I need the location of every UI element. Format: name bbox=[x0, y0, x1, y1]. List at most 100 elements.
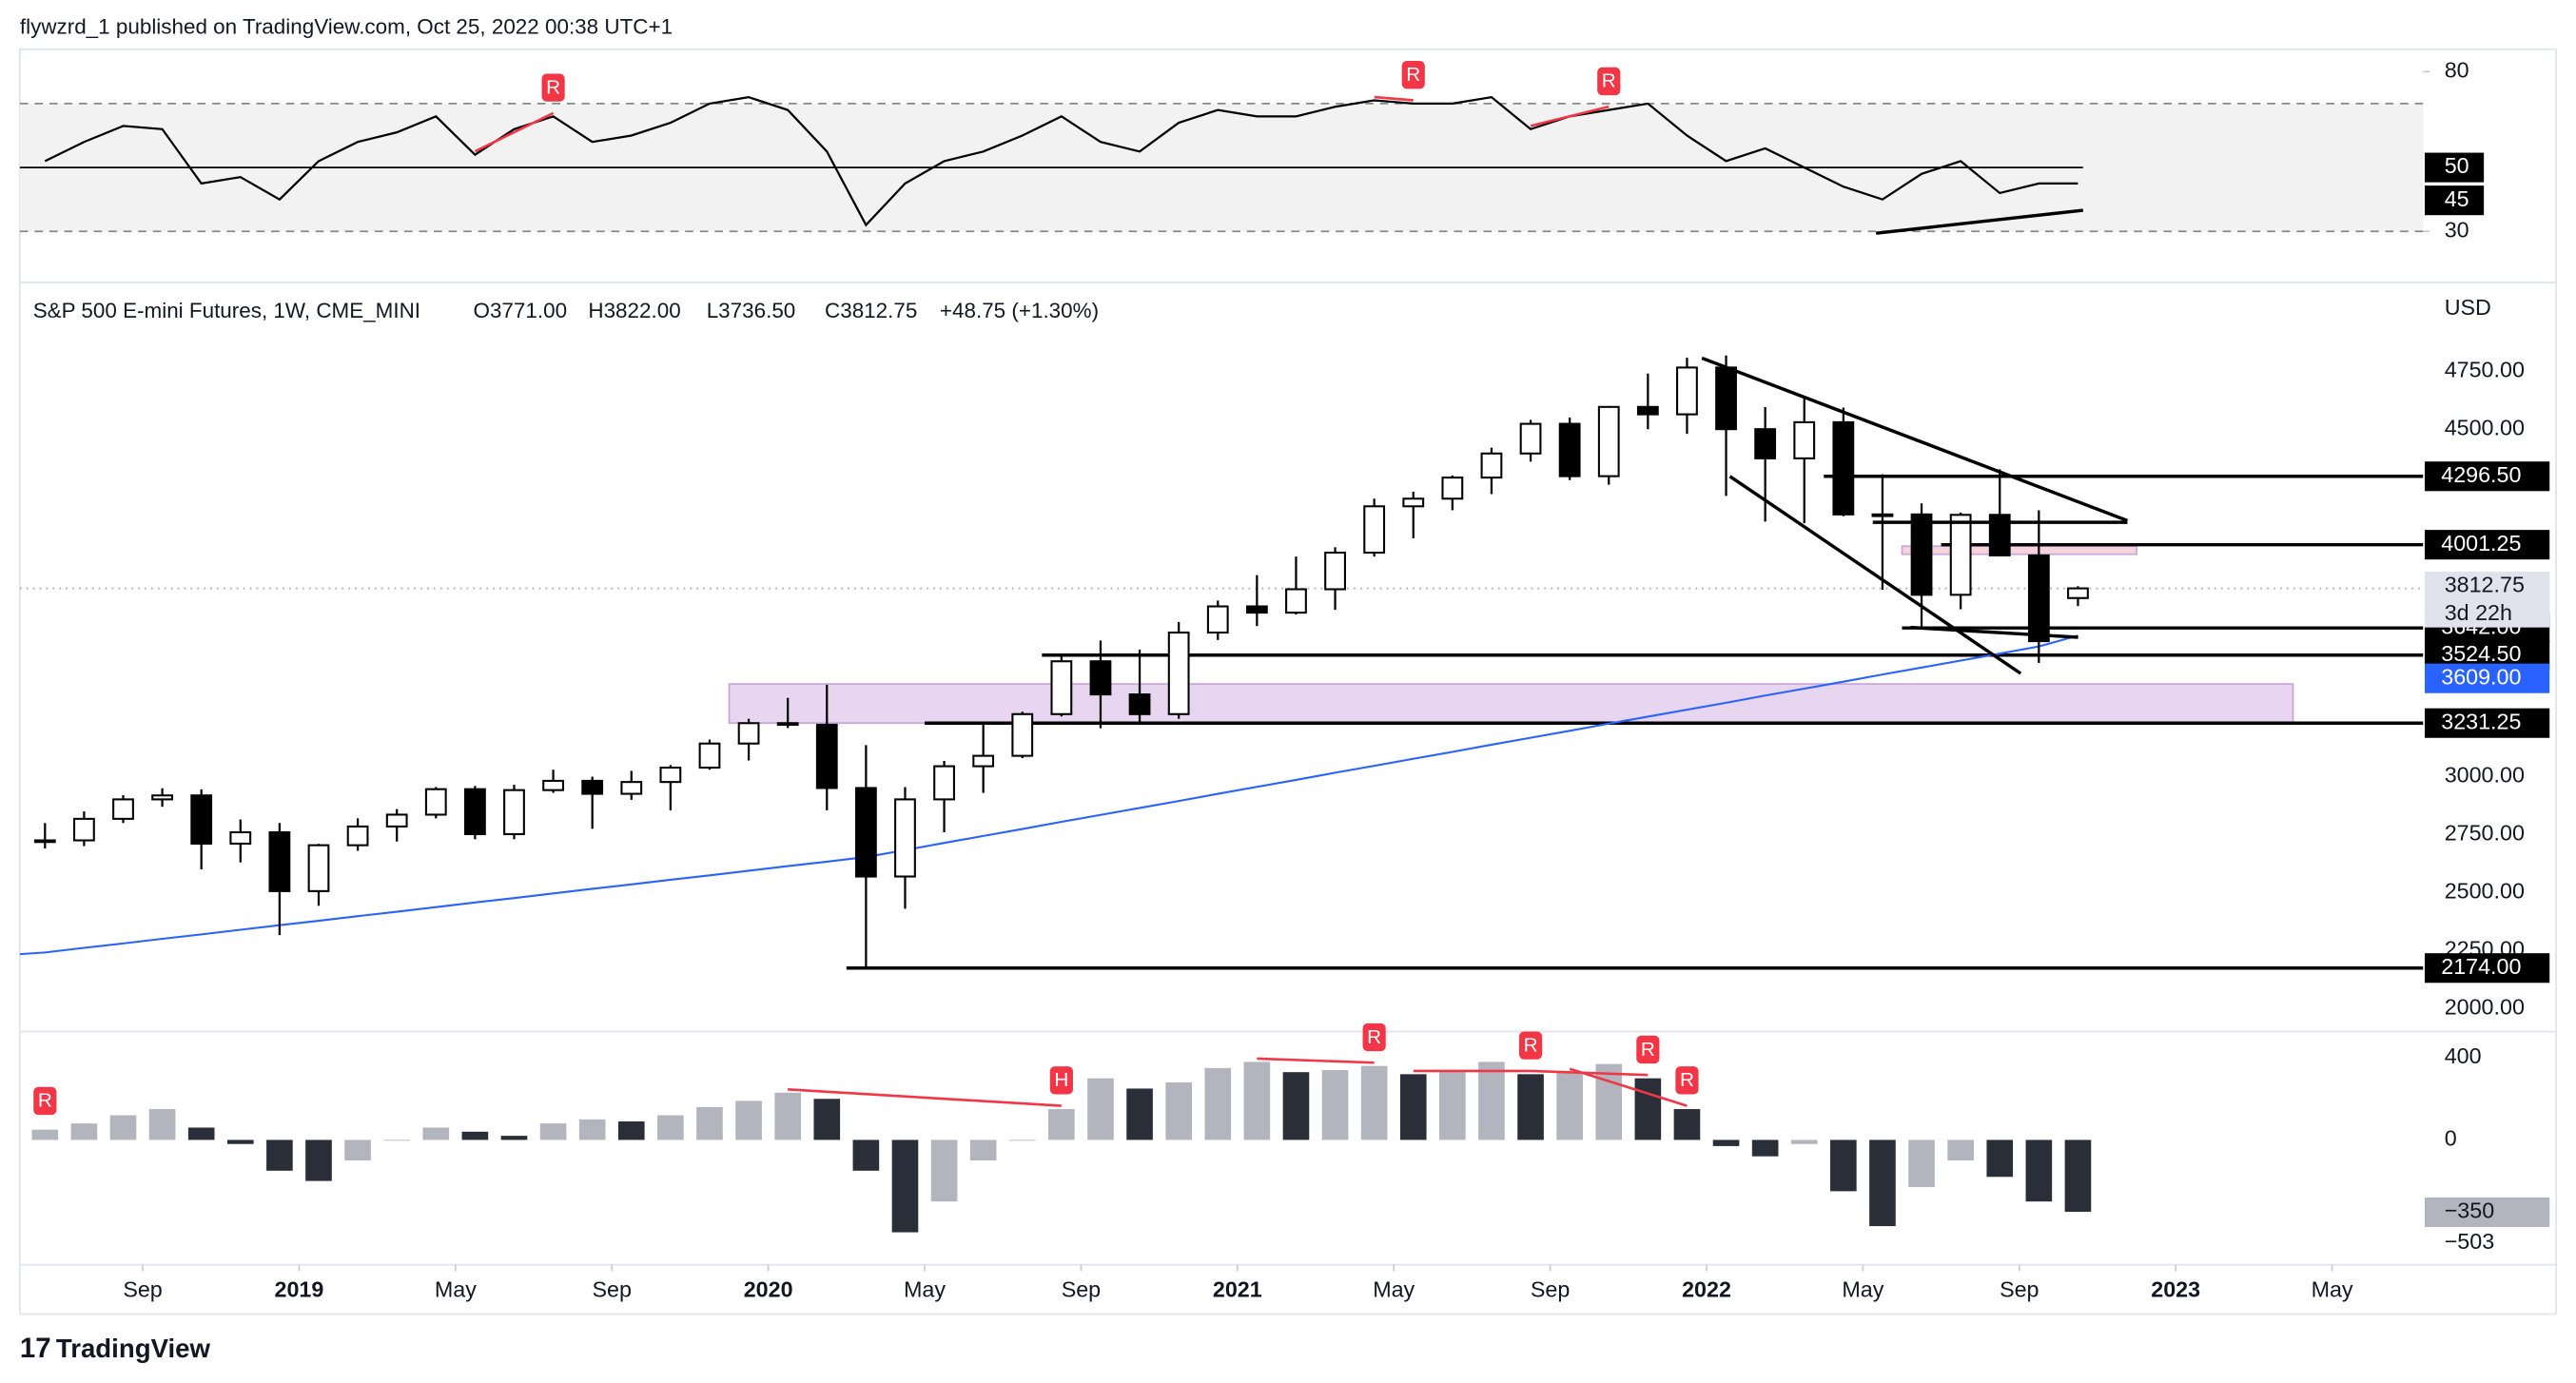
signal-label: R bbox=[1524, 1034, 1538, 1056]
histogram-bar bbox=[539, 1123, 567, 1140]
histogram-bar bbox=[969, 1140, 997, 1161]
candle-body bbox=[151, 794, 173, 801]
histogram-bar bbox=[1673, 1109, 1701, 1140]
candle-body bbox=[1832, 420, 1855, 516]
candle-body bbox=[1949, 514, 1972, 596]
histogram-bar bbox=[305, 1140, 332, 1181]
histogram-bar bbox=[1478, 1062, 1505, 1140]
candle-body bbox=[424, 788, 447, 816]
candle-body bbox=[1167, 632, 1190, 715]
trendline bbox=[1701, 356, 2129, 523]
histogram-bar bbox=[1947, 1140, 1974, 1161]
level-box bbox=[2424, 461, 2550, 492]
divergence-line bbox=[1569, 1067, 1688, 1107]
candle-body bbox=[1676, 366, 1698, 416]
x-tick-label: Sep bbox=[1062, 1276, 1101, 1301]
trendline bbox=[1728, 475, 2022, 675]
x-tick-label: Sep bbox=[123, 1276, 162, 1301]
signal-box bbox=[1597, 67, 1621, 96]
histogram-bar bbox=[266, 1140, 293, 1171]
histogram-bar bbox=[1556, 1072, 1583, 1140]
x-tick-label: 2022 bbox=[1682, 1276, 1731, 1301]
signal-box bbox=[1362, 1023, 1386, 1052]
candle-body bbox=[1285, 588, 1307, 614]
candle-body bbox=[1011, 712, 1034, 757]
symbol: S&P 500 E-mini Futures, 1W, CME_MINI bbox=[33, 299, 420, 322]
y-tick-label: 3000.00 bbox=[2445, 763, 2525, 788]
candle-body bbox=[1363, 505, 1386, 555]
histogram-bar bbox=[2064, 1140, 2092, 1212]
x-tick-label: May bbox=[904, 1276, 946, 1301]
histogram-bar bbox=[774, 1092, 801, 1140]
signal-box bbox=[1636, 1035, 1660, 1064]
candle-body bbox=[776, 722, 799, 727]
price-box bbox=[2424, 571, 2550, 628]
level-label: 3231.25 bbox=[2441, 709, 2521, 733]
histogram-bar bbox=[1282, 1072, 1310, 1140]
histogram-bar bbox=[813, 1099, 841, 1140]
candle-body bbox=[1988, 514, 2011, 556]
candle-body bbox=[1793, 420, 1816, 459]
plot: 80 50 30 45 R R R 4750.00 4500.00 3000.00 2750.00 2… bbox=[19, 57, 2550, 1301]
level-label: 2174.00 bbox=[2441, 954, 2521, 979]
x-tick-label: 2023 bbox=[2151, 1276, 2200, 1301]
level-label: 4001.25 bbox=[2441, 531, 2521, 555]
y-tick-label: 4750.00 bbox=[2445, 357, 2525, 381]
candle-body bbox=[1871, 513, 1894, 517]
y-tick-label: 2000.00 bbox=[2445, 994, 2525, 1019]
candle-body bbox=[1089, 660, 1112, 696]
signal-box bbox=[33, 1086, 57, 1116]
histogram-bar bbox=[1634, 1078, 1662, 1140]
candle-body bbox=[1715, 366, 1737, 431]
candle-body bbox=[1636, 405, 1659, 416]
histogram-bar bbox=[2025, 1140, 2053, 1202]
last-value: 45 bbox=[2445, 186, 2469, 211]
x-tick-label: Sep bbox=[2000, 1276, 2039, 1301]
ohlc-high: H3822.00 bbox=[588, 299, 680, 322]
x-tick-label: May bbox=[435, 1276, 477, 1301]
histogram-bar bbox=[422, 1127, 450, 1140]
histogram-bar bbox=[1751, 1140, 1779, 1157]
trendline bbox=[1876, 208, 2083, 235]
y-tick-label: 2750.00 bbox=[2445, 821, 2525, 846]
histogram-bar bbox=[109, 1115, 137, 1140]
histogram-bar bbox=[500, 1136, 528, 1140]
y-tick-label: 50 bbox=[2445, 153, 2469, 178]
last-value-box bbox=[2424, 185, 2485, 216]
signal-label: R bbox=[1680, 1069, 1694, 1091]
zone bbox=[728, 683, 2294, 725]
histogram-bar bbox=[891, 1140, 919, 1233]
candle-body bbox=[1245, 605, 1268, 614]
x-tick-label: Sep bbox=[1531, 1276, 1570, 1301]
x-tick-label: 2019 bbox=[275, 1276, 324, 1301]
candle-body bbox=[503, 789, 525, 835]
candle-body bbox=[346, 825, 369, 847]
histogram-bar bbox=[578, 1119, 606, 1140]
histogram-bar bbox=[1908, 1140, 1935, 1188]
signal-label: R bbox=[1602, 70, 1616, 92]
candle-body bbox=[815, 723, 838, 789]
histogram-bar bbox=[148, 1109, 176, 1140]
level-box bbox=[2424, 530, 2550, 560]
candle-body bbox=[1441, 477, 1464, 500]
y-tick-label: 80 bbox=[2445, 57, 2469, 82]
histogram-bar bbox=[31, 1129, 59, 1140]
candle-body bbox=[854, 787, 877, 878]
histogram-bar bbox=[617, 1121, 645, 1140]
candle-body bbox=[1128, 693, 1151, 715]
byline: flywzrd_1 published on TradingView.com, … bbox=[20, 14, 673, 38]
y-tick-label: 30 bbox=[2445, 217, 2469, 242]
countdown: 3d 22h bbox=[2445, 600, 2512, 625]
histogram-bar bbox=[1869, 1140, 1896, 1227]
last-value: −350 bbox=[2445, 1198, 2495, 1223]
last-price: 3812.75 bbox=[2445, 573, 2525, 597]
candle-body bbox=[581, 779, 604, 795]
logo-icon: 17 bbox=[20, 1333, 51, 1364]
level-box bbox=[2424, 708, 2550, 738]
histogram-bar bbox=[1399, 1074, 1427, 1140]
histogram-bar bbox=[852, 1140, 880, 1171]
level-box bbox=[2424, 953, 2550, 984]
candle-body bbox=[33, 839, 56, 844]
